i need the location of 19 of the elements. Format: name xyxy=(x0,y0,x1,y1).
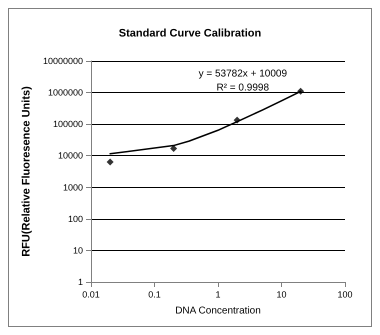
x-axis-title: DNA Concentration xyxy=(175,306,261,316)
y-tick-label: 10 xyxy=(72,245,83,256)
x-tick-label: 1 xyxy=(215,290,221,300)
y-tick-label: 100 xyxy=(68,214,83,224)
y-tick-label: 10000 xyxy=(58,150,83,161)
annotation: R² = 0.9998 xyxy=(216,82,270,94)
y-tick-label: 1 xyxy=(78,277,83,287)
point xyxy=(106,158,114,166)
y-tick-label: 1000 xyxy=(62,182,83,192)
x-tick-label: 0.01 xyxy=(82,290,100,300)
y-tick-label: 100000 xyxy=(52,119,83,130)
x-tick-label: 100 xyxy=(337,290,353,300)
y-tick-label: 10000000 xyxy=(42,56,83,66)
x-tick-label: 10 xyxy=(276,290,287,300)
chart-title: Standard Curve Calibration xyxy=(118,28,262,40)
y-axis-title: RFU(Relative Fluoresence Units) xyxy=(20,86,33,257)
annotation: y = 53782x + 10009 xyxy=(198,68,288,80)
y-tick-label: 1000000 xyxy=(48,88,83,98)
x-tick-label: 0.1 xyxy=(148,290,161,300)
